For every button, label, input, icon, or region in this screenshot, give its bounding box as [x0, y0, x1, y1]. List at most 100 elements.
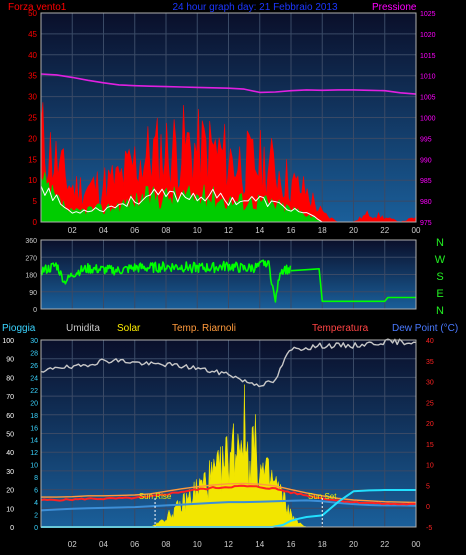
wind-pressure-frame	[40, 12, 417, 223]
humidity-y-tick: 20	[6, 488, 14, 495]
chart-title: 24 hour graph day: 21 Febbraio 2013	[172, 2, 338, 13]
humidity-y-tick: 60	[6, 413, 14, 420]
pressure-axis-label: Pressione	[372, 2, 417, 13]
sunset-label: Sun Set	[308, 492, 337, 501]
temperature-y-tick: 0	[426, 504, 430, 511]
humidity-label: Umidita	[66, 323, 100, 334]
rain-y-tick: 4	[34, 500, 38, 507]
temperature-y-tick: 15	[426, 442, 434, 449]
humidity-y-tick: 100	[2, 338, 14, 345]
temperature-line	[40, 484, 417, 506]
rain-y-tick: 2	[34, 513, 38, 520]
humidity-y-tick: 40	[6, 450, 14, 457]
temp-humidity-panel: Sun Rise Sun Set 010203040506070809010002…	[2, 338, 434, 549]
direction-y-tick: 90	[29, 290, 37, 297]
wind-pressure-x-tick: 16	[287, 226, 296, 235]
rain-y-tick: 16	[30, 425, 38, 432]
wind-pressure-x-tick: 22	[380, 226, 389, 235]
temp-humidity-x-tick: 00	[412, 540, 421, 549]
wind-y-tick: 30	[28, 93, 37, 102]
temp-humidity-x-tick: 14	[255, 540, 264, 549]
rain-label: Pioggia	[2, 323, 36, 334]
pressure-y-tick: 980	[420, 199, 432, 206]
rain-y-tick: 20	[30, 400, 38, 407]
rain-y-tick: 14	[30, 438, 38, 445]
pressure-y-tick: 995	[420, 136, 432, 143]
wind-y-tick: 10	[28, 176, 37, 185]
wind-pressure-x-tick: 12	[224, 226, 233, 235]
humidity-y-tick: 90	[6, 357, 14, 364]
rain-y-tick: 6	[34, 488, 38, 495]
direction-y-tick: 270	[25, 255, 37, 262]
wind-pressure-x-tick: 00	[412, 226, 421, 235]
wind-pressure-x-tick: 02	[68, 226, 77, 235]
temperature-y-tick: 5	[426, 483, 430, 490]
humidity-y-tick: 0	[10, 525, 14, 532]
temp-humidity-x-tick: 10	[193, 540, 202, 549]
sunrise-label: Sun Rise	[139, 492, 172, 501]
temperature-label: Temperatura	[312, 323, 369, 334]
wind-y-tick: 25	[28, 114, 37, 123]
temp-interior-label: Temp. Riarnoli	[172, 323, 236, 334]
dewpoint-label: Dew Point (°C)	[392, 323, 458, 334]
temp-humidity-x-tick: 04	[99, 540, 108, 549]
pressure-y-tick: 1025	[420, 11, 436, 18]
dewpoint-line	[40, 499, 417, 512]
humidity-y-tick: 80	[6, 375, 14, 382]
wind-pressure-x-tick: 08	[162, 226, 171, 235]
rain-y-tick: 18	[30, 413, 38, 420]
rain-y-tick: 24	[30, 375, 38, 382]
wind-y-tick: 15	[28, 155, 37, 164]
temp-interior-line	[41, 482, 417, 504]
pressure-y-tick: 1015	[420, 53, 436, 60]
humidity-y-tick: 10	[6, 506, 14, 513]
pressure-y-tick: 1005	[420, 95, 436, 102]
direction-y-tick: 180	[25, 273, 37, 280]
direction-line-tail	[290, 267, 416, 303]
humidity-y-tick: 30	[6, 469, 14, 476]
wind-pressure-x-tick: 14	[255, 226, 264, 235]
rain-y-tick: 22	[30, 388, 38, 395]
wind-pressure-x-tick: 04	[99, 226, 108, 235]
compass-letter: N	[436, 305, 444, 317]
pressure-line	[40, 73, 417, 95]
wind-pressure-x-tick: 10	[193, 226, 202, 235]
wind-pressure-x-tick: 20	[349, 226, 358, 235]
temp-humidity-x-tick: 20	[349, 540, 358, 549]
wind-pressure-x-tick: 18	[318, 226, 327, 235]
wind-y-tick: 50	[28, 9, 37, 18]
compass-letter: N	[436, 237, 444, 249]
direction-y-tick: 360	[25, 238, 37, 245]
rain-y-tick: 26	[30, 363, 38, 370]
wind-y-tick: 35	[28, 72, 37, 81]
rain-y-tick: 12	[30, 450, 38, 457]
temperature-y-tick: 30	[426, 380, 434, 387]
temperature-y-tick: -5	[426, 525, 432, 532]
pressure-y-tick: 1010	[420, 74, 436, 81]
direction-line	[40, 259, 292, 303]
pressure-y-tick: 985	[420, 178, 432, 185]
temp-humidity-x-tick: 22	[380, 540, 389, 549]
solar-label: Solar	[117, 323, 141, 334]
rain-y-tick: 8	[34, 475, 38, 482]
humidity-y-tick: 50	[6, 432, 14, 439]
wind-axis-label: Forza vento1	[8, 2, 67, 13]
wind-y-tick: 0	[33, 218, 38, 227]
temp-humidity-x-tick: 16	[287, 540, 296, 549]
temp-humidity-frame	[40, 339, 417, 528]
pressure-y-tick: 1000	[420, 116, 436, 123]
temperature-y-tick: 20	[426, 421, 434, 428]
temp-humidity-x-tick: 18	[318, 540, 327, 549]
pressure-y-tick: 1020	[420, 32, 436, 39]
temp-humidity-x-tick: 12	[224, 540, 233, 549]
temp-humidity-x-tick: 06	[130, 540, 139, 549]
wind-y-tick: 40	[28, 51, 37, 60]
rain-y-tick: 30	[30, 338, 38, 345]
rain-y-tick: 10	[30, 463, 38, 470]
compass-letter: S	[436, 271, 443, 283]
rain-y-tick: 0	[34, 525, 38, 532]
direction-y-tick: 0	[33, 307, 37, 314]
wind-y-tick: 45	[28, 30, 37, 39]
